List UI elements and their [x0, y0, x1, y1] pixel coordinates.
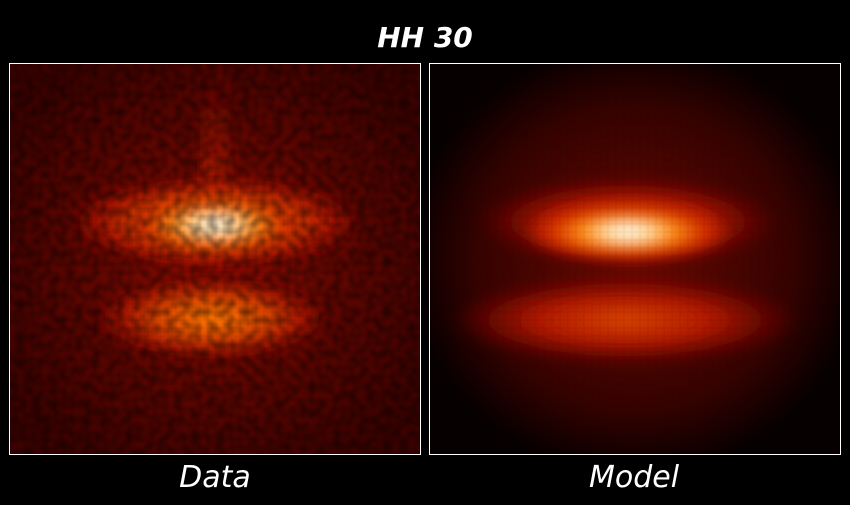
data-image	[9, 63, 420, 454]
panel-frame	[9, 63, 421, 455]
panel-label: Data	[179, 460, 251, 495]
model-image	[429, 63, 840, 454]
panel-label: Model	[589, 460, 680, 495]
panel-frame	[429, 63, 841, 455]
title: HH 30	[377, 21, 473, 54]
